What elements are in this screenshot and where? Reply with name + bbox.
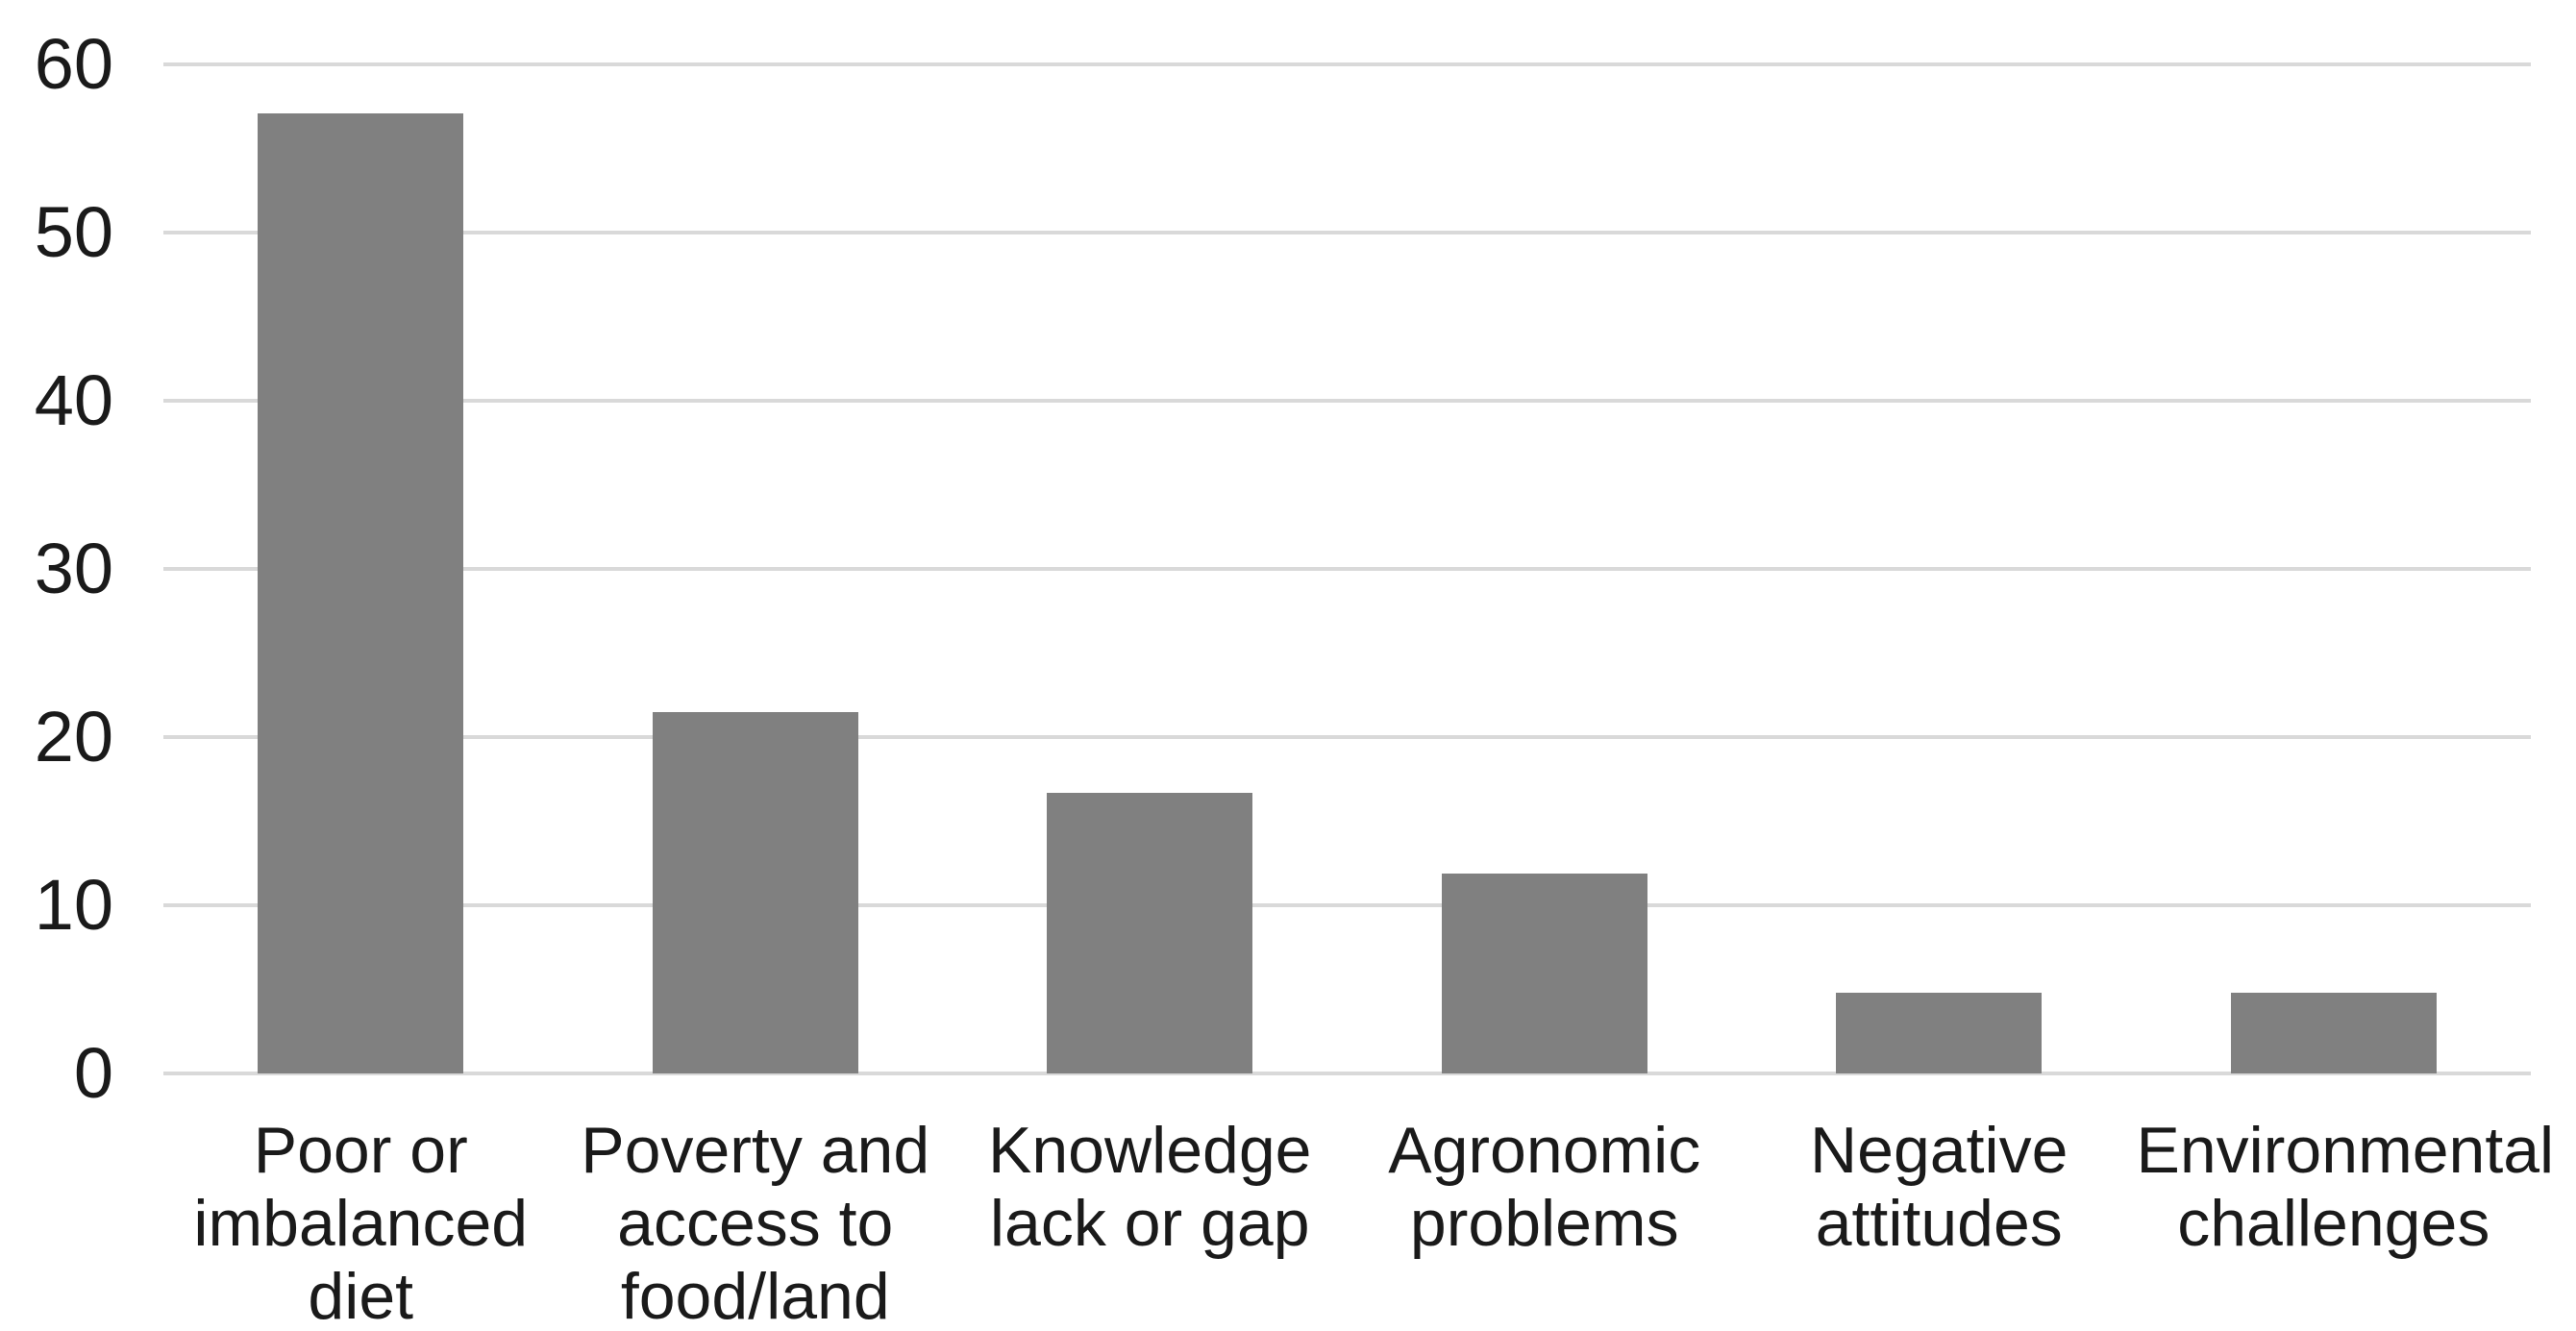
bar [652, 711, 858, 1073]
y-axis-tick-label: 10 [34, 865, 113, 945]
y-axis-tick-label: 20 [34, 697, 113, 776]
gridline [163, 399, 2531, 403]
bar [2230, 993, 2437, 1073]
gridline [163, 567, 2531, 571]
y-axis-tick-label: 30 [34, 529, 113, 608]
gridline [163, 735, 2531, 739]
y-axis-tick-label: 50 [34, 192, 113, 272]
x-axis-category-label: Poor or imbalanced diet [193, 1114, 529, 1331]
x-axis-category-label: Negative attitudes [1810, 1114, 2068, 1260]
x-axis-category-label: Agronomic problems [1388, 1114, 1701, 1260]
gridline [163, 903, 2531, 907]
bar [1441, 873, 1647, 1073]
y-axis-tick-label: 40 [34, 360, 113, 440]
bar [258, 112, 464, 1073]
bar [1836, 993, 2043, 1073]
x-axis-category-label: Poverty and access to food/land [581, 1114, 930, 1331]
bar [1047, 792, 1253, 1073]
x-axis-category-label: Knowledge lack or gap [988, 1114, 1312, 1260]
x-axis-category-label: Environmental challenges [2136, 1114, 2555, 1260]
gridline [163, 231, 2531, 234]
gridline [163, 62, 2531, 66]
y-axis-tick-label: 60 [34, 24, 113, 104]
plot-area [163, 62, 2531, 1075]
y-axis-tick-label: 0 [73, 1033, 113, 1113]
gridline [163, 1072, 2531, 1075]
